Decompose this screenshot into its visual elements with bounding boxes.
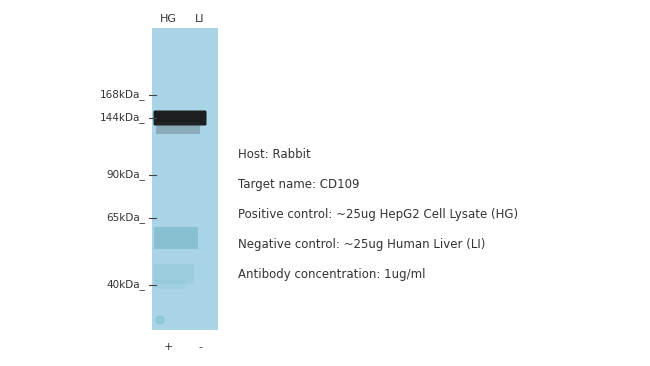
Text: Host: Rabbit: Host: Rabbit (238, 148, 311, 161)
Bar (152, 28, 218, 330)
FancyBboxPatch shape (153, 111, 207, 126)
Text: 168kDa_: 168kDa_ (99, 90, 145, 100)
FancyBboxPatch shape (154, 264, 194, 284)
Text: 90kDa_: 90kDa_ (106, 169, 145, 180)
Text: -: - (198, 342, 202, 352)
Text: +: + (163, 342, 173, 352)
Text: Antibody concentration: 1ug/ml: Antibody concentration: 1ug/ml (238, 268, 426, 281)
Text: Target name: CD109: Target name: CD109 (238, 178, 359, 191)
Text: Negative control: ~25ug Human Liver (LI): Negative control: ~25ug Human Liver (LI) (238, 238, 486, 251)
Text: 144kDa_: 144kDa_ (99, 113, 145, 123)
FancyBboxPatch shape (155, 280, 185, 288)
Text: HG: HG (159, 14, 177, 24)
Text: 65kDa_: 65kDa_ (106, 213, 145, 224)
Circle shape (156, 316, 164, 324)
Text: LI: LI (195, 14, 205, 24)
Text: Positive control: ~25ug HepG2 Cell Lysate (HG): Positive control: ~25ug HepG2 Cell Lysat… (238, 208, 518, 221)
Text: 40kDa_: 40kDa_ (106, 280, 145, 291)
FancyBboxPatch shape (156, 122, 200, 134)
FancyBboxPatch shape (154, 227, 198, 249)
